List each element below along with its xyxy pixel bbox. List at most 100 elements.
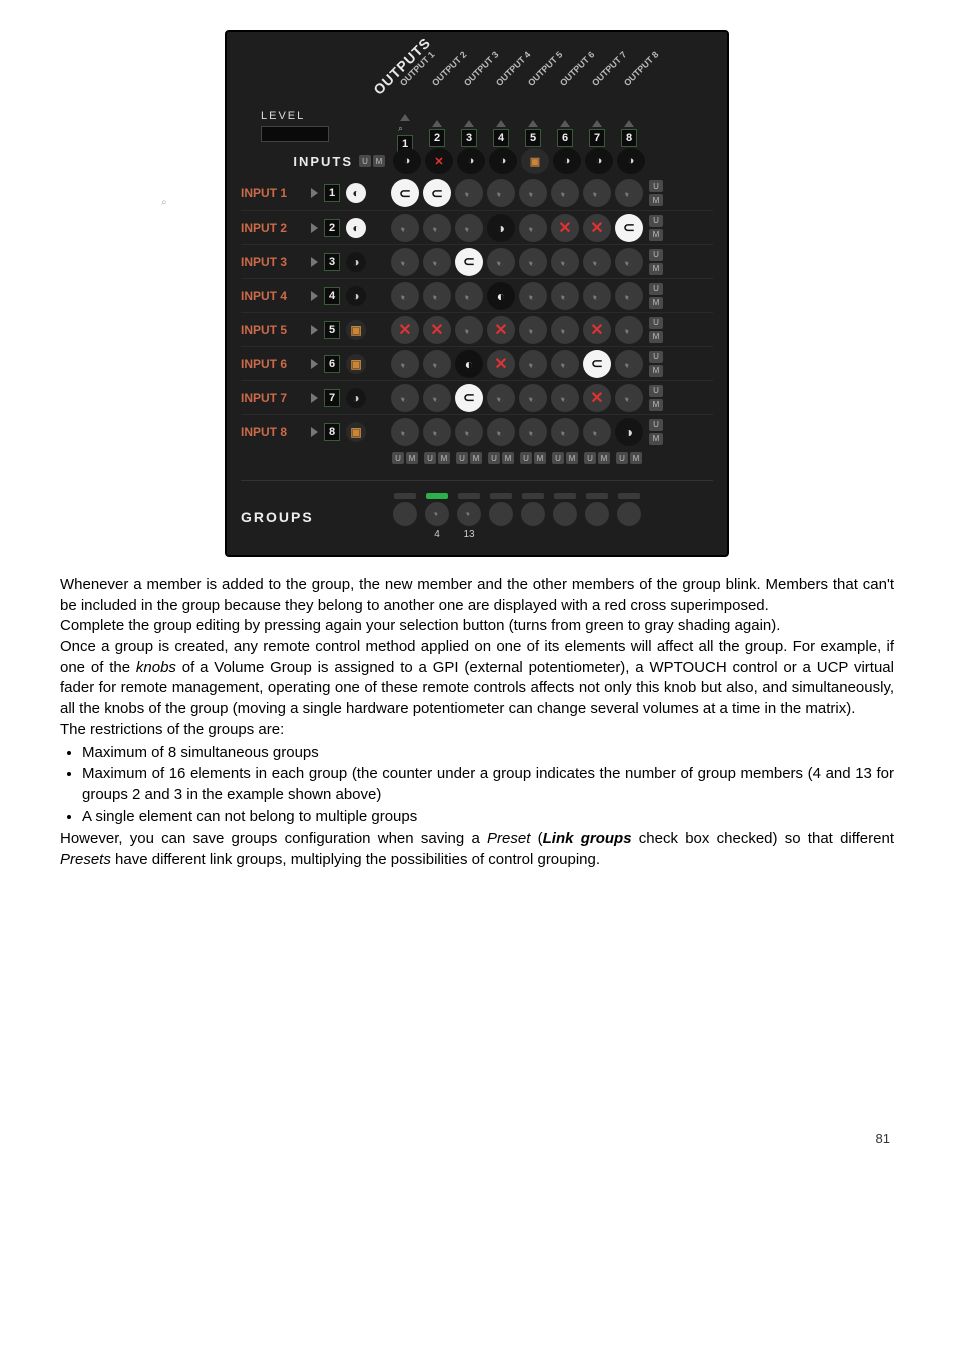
- crosspoint-cell[interactable]: [455, 418, 483, 446]
- crosspoint-cell[interactable]: [391, 316, 419, 344]
- input-number[interactable]: 6: [324, 355, 340, 373]
- crosspoint-cell[interactable]: [551, 316, 579, 344]
- group-slot[interactable]: [519, 493, 547, 541]
- input-status-knob[interactable]: ◐: [346, 183, 366, 203]
- input-status-knob[interactable]: ◑: [346, 252, 366, 272]
- input-status-knob[interactable]: ◑: [346, 388, 366, 408]
- input-number[interactable]: 4: [324, 287, 340, 305]
- crosspoint-cell[interactable]: [551, 214, 579, 242]
- crosspoint-cell[interactable]: [551, 282, 579, 310]
- crosspoint-cell[interactable]: [455, 282, 483, 310]
- crosspoint-cell[interactable]: [487, 384, 515, 412]
- u-badge[interactable]: U: [649, 351, 663, 363]
- input-status-knob[interactable]: ◐: [346, 218, 366, 238]
- m-badge[interactable]: M: [598, 452, 610, 464]
- output-header-knob[interactable]: ▣: [521, 148, 549, 174]
- crosspoint-cell[interactable]: [455, 214, 483, 242]
- u-badge[interactable]: U: [552, 452, 564, 464]
- crosspoint-cell[interactable]: [615, 248, 643, 276]
- u-badge[interactable]: U: [392, 452, 404, 464]
- crosspoint-cell[interactable]: [583, 214, 611, 242]
- crosspoint-cell[interactable]: [391, 214, 419, 242]
- crosspoint-cell[interactable]: [487, 179, 515, 207]
- crosspoint-cell[interactable]: [519, 418, 547, 446]
- crosspoint-cell[interactable]: ⊂: [583, 350, 611, 378]
- crosspoint-cell[interactable]: [583, 316, 611, 344]
- crosspoint-cell[interactable]: ⊂: [455, 248, 483, 276]
- crosspoint-cell[interactable]: [519, 316, 547, 344]
- crosspoint-cell[interactable]: ◐: [455, 350, 483, 378]
- output-header-knob[interactable]: ◑: [393, 148, 421, 174]
- output-number[interactable]: 8: [621, 129, 637, 147]
- group-knob[interactable]: [393, 502, 417, 526]
- crosspoint-cell[interactable]: [583, 179, 611, 207]
- m-badge[interactable]: M: [649, 229, 663, 241]
- crosspoint-cell[interactable]: [519, 179, 547, 207]
- crosspoint-cell[interactable]: [423, 214, 451, 242]
- m-badge[interactable]: M: [502, 452, 514, 464]
- crosspoint-cell[interactable]: [615, 179, 643, 207]
- u-badge[interactable]: U: [359, 155, 371, 167]
- crosspoint-cell[interactable]: ◑: [487, 214, 515, 242]
- output-header-knob[interactable]: ◑: [585, 148, 613, 174]
- crosspoint-cell[interactable]: [615, 282, 643, 310]
- input-number[interactable]: 3: [324, 253, 340, 271]
- crosspoint-cell[interactable]: [487, 350, 515, 378]
- group-tab[interactable]: [554, 493, 576, 499]
- u-badge[interactable]: U: [424, 452, 436, 464]
- crosspoint-cell[interactable]: [519, 384, 547, 412]
- u-badge[interactable]: U: [584, 452, 596, 464]
- u-badge[interactable]: U: [649, 419, 663, 431]
- crosspoint-cell[interactable]: ⊂: [391, 179, 419, 207]
- crosspoint-cell[interactable]: ⊂: [423, 179, 451, 207]
- crosspoint-cell[interactable]: ⊂: [615, 214, 643, 242]
- input-number[interactable]: 7: [324, 389, 340, 407]
- u-badge[interactable]: U: [488, 452, 500, 464]
- group-knob[interactable]: [425, 502, 449, 526]
- u-badge[interactable]: U: [616, 452, 628, 464]
- group-slot[interactable]: 4: [423, 493, 451, 541]
- crosspoint-cell[interactable]: [455, 316, 483, 344]
- output-number[interactable]: 3: [461, 129, 477, 147]
- input-number[interactable]: 1: [324, 184, 340, 202]
- crosspoint-cell[interactable]: [487, 418, 515, 446]
- group-slot[interactable]: 13: [455, 493, 483, 541]
- group-tab[interactable]: [426, 493, 448, 499]
- crosspoint-cell[interactable]: ◐: [487, 282, 515, 310]
- m-badge[interactable]: M: [649, 263, 663, 275]
- crosspoint-cell[interactable]: [583, 282, 611, 310]
- u-badge[interactable]: U: [649, 283, 663, 295]
- output-number[interactable]: 7: [589, 129, 605, 147]
- m-badge[interactable]: M: [438, 452, 450, 464]
- input-status-knob[interactable]: ◑: [346, 286, 366, 306]
- crosspoint-cell[interactable]: [487, 316, 515, 344]
- m-badge[interactable]: M: [649, 297, 663, 309]
- crosspoint-cell[interactable]: [423, 316, 451, 344]
- crosspoint-cell[interactable]: [423, 384, 451, 412]
- m-badge[interactable]: M: [649, 331, 663, 343]
- crosspoint-cell[interactable]: [391, 418, 419, 446]
- m-badge[interactable]: M: [406, 452, 418, 464]
- input-status-knob[interactable]: ▣: [346, 422, 366, 442]
- output-number[interactable]: 2: [429, 129, 445, 147]
- output-header-knob[interactable]: ◑: [617, 148, 645, 174]
- m-badge[interactable]: M: [649, 194, 663, 206]
- crosspoint-cell[interactable]: ◑: [615, 418, 643, 446]
- crosspoint-cell[interactable]: [551, 384, 579, 412]
- group-knob[interactable]: [489, 502, 513, 526]
- crosspoint-cell[interactable]: [615, 316, 643, 344]
- crosspoint-cell[interactable]: [423, 282, 451, 310]
- crosspoint-cell[interactable]: [583, 418, 611, 446]
- group-knob[interactable]: [617, 502, 641, 526]
- group-slot[interactable]: [583, 493, 611, 541]
- crosspoint-cell[interactable]: [487, 248, 515, 276]
- m-badge[interactable]: M: [534, 452, 546, 464]
- input-number[interactable]: 5: [324, 321, 340, 339]
- group-tab[interactable]: [394, 493, 416, 499]
- crosspoint-cell[interactable]: [391, 350, 419, 378]
- crosspoint-cell[interactable]: [551, 418, 579, 446]
- crosspoint-cell[interactable]: [391, 248, 419, 276]
- input-status-knob[interactable]: ▣: [346, 354, 366, 374]
- group-slot[interactable]: [391, 493, 419, 541]
- m-badge[interactable]: M: [649, 433, 663, 445]
